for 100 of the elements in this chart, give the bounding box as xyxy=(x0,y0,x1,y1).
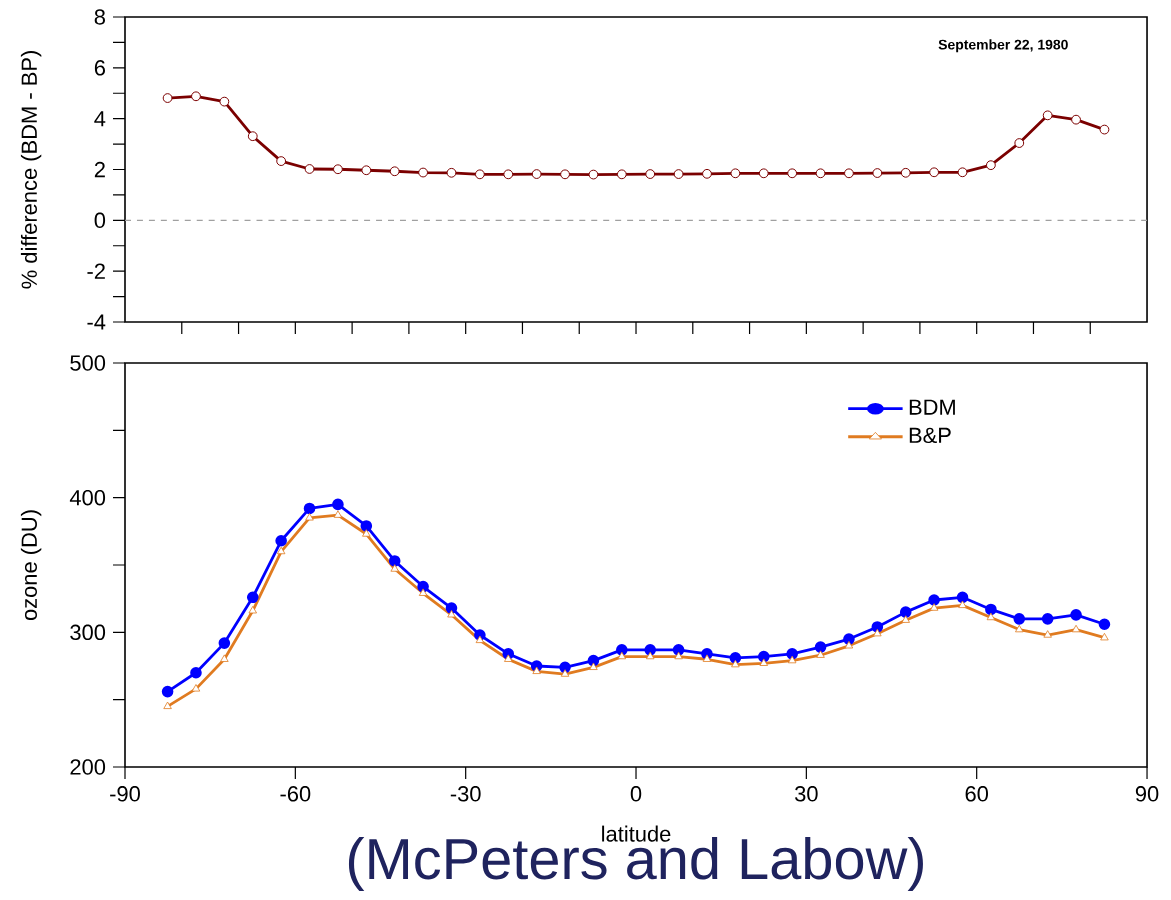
point xyxy=(1098,618,1111,631)
point xyxy=(646,651,655,660)
point xyxy=(729,652,742,664)
point xyxy=(1013,613,1026,625)
point xyxy=(333,510,343,518)
point xyxy=(1014,138,1025,148)
point xyxy=(190,666,202,679)
point xyxy=(475,635,485,644)
point xyxy=(1043,630,1052,638)
point xyxy=(672,644,685,656)
y-axis-title: ozone (DU) xyxy=(20,510,42,621)
point xyxy=(474,169,485,180)
point xyxy=(390,564,399,572)
point xyxy=(191,684,201,692)
y-tick-label: 0 xyxy=(94,212,106,229)
point xyxy=(191,91,201,102)
point xyxy=(757,650,770,663)
x-tick-label: -60 xyxy=(280,786,311,802)
point xyxy=(588,169,599,180)
point xyxy=(276,546,286,555)
point xyxy=(844,641,854,649)
point xyxy=(360,520,373,532)
y-tick-label: 2 xyxy=(94,161,105,178)
point xyxy=(702,654,712,662)
point xyxy=(532,666,541,674)
point xyxy=(531,169,542,179)
y-tick-label: 6 xyxy=(94,60,105,76)
point xyxy=(730,168,741,179)
x-tick-label: 60 xyxy=(965,786,988,802)
point xyxy=(389,166,400,177)
point xyxy=(303,502,316,515)
point xyxy=(1042,110,1053,121)
point xyxy=(900,167,911,178)
point xyxy=(901,615,910,623)
point xyxy=(276,156,287,166)
point xyxy=(843,633,855,645)
point xyxy=(248,605,257,614)
point xyxy=(560,669,570,677)
point xyxy=(589,662,598,670)
point xyxy=(986,612,996,621)
point xyxy=(731,659,740,668)
y-tick-label: 8 xyxy=(94,9,105,25)
point xyxy=(504,654,513,662)
point xyxy=(560,169,570,180)
point xyxy=(162,93,173,103)
y-tick-label: 300 xyxy=(70,624,106,641)
point xyxy=(218,637,231,649)
point xyxy=(275,534,287,547)
point xyxy=(1015,624,1024,633)
point xyxy=(816,650,825,658)
point xyxy=(617,651,627,660)
legend-label: B&P xyxy=(909,427,951,444)
point xyxy=(418,167,428,178)
point xyxy=(587,654,600,667)
point xyxy=(702,168,712,179)
point xyxy=(985,603,997,616)
point xyxy=(758,168,769,179)
point xyxy=(1100,632,1109,641)
point xyxy=(644,644,657,656)
point xyxy=(1099,124,1110,135)
y-tick-label: -2 xyxy=(87,263,105,279)
point xyxy=(246,591,259,604)
point xyxy=(503,169,514,180)
point xyxy=(787,168,798,179)
y-tick-label: 500 xyxy=(70,355,106,371)
point xyxy=(1071,624,1081,633)
point xyxy=(929,603,939,611)
x-tick-label: 30 xyxy=(795,786,818,802)
point xyxy=(362,529,371,537)
point xyxy=(616,644,628,656)
point xyxy=(446,167,457,178)
point xyxy=(673,169,684,179)
point xyxy=(786,648,798,660)
point xyxy=(815,168,826,179)
point xyxy=(645,169,656,179)
point xyxy=(899,606,912,618)
point xyxy=(958,600,967,608)
point xyxy=(220,654,229,662)
point xyxy=(814,641,827,653)
point xyxy=(928,594,940,606)
point xyxy=(304,164,315,174)
point xyxy=(844,168,854,179)
legend-label: BDM xyxy=(909,399,955,415)
x-tick-label: 90 xyxy=(1135,786,1159,802)
point xyxy=(161,685,174,698)
point xyxy=(957,167,968,178)
point xyxy=(674,651,683,660)
point xyxy=(871,621,884,633)
annotation: September 22, 1980 xyxy=(938,39,1068,53)
x-tick-label: 0 xyxy=(630,786,642,802)
point xyxy=(985,160,996,171)
point xyxy=(1070,609,1082,621)
x-tick-label: -30 xyxy=(450,786,481,802)
point xyxy=(1071,114,1081,125)
point xyxy=(759,658,768,666)
point xyxy=(929,167,940,178)
point xyxy=(956,591,969,604)
y-tick-label: 400 xyxy=(69,489,106,506)
x-tick-label: -90 xyxy=(110,786,140,802)
point xyxy=(163,701,172,709)
